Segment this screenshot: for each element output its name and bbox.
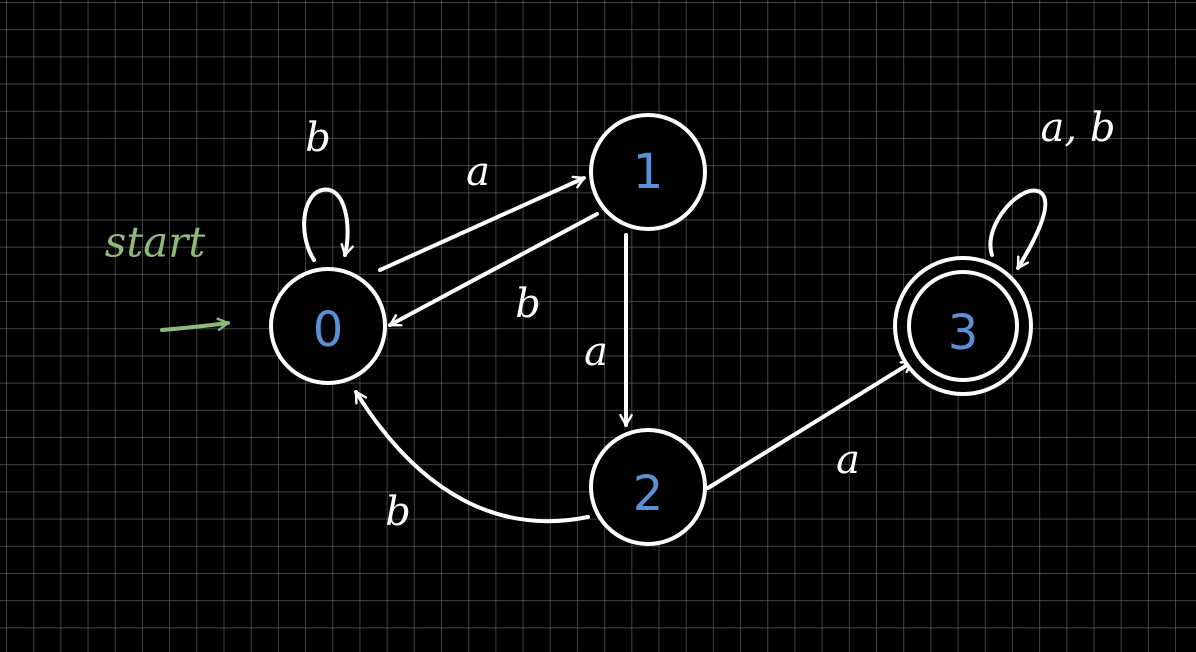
transition-label-0-0: b (305, 115, 331, 161)
state-3-inner-circle (907, 270, 1019, 382)
transition-label-1-0: b (515, 281, 541, 327)
state-0-circle (269, 267, 387, 385)
transition-2-3 (706, 360, 914, 490)
transition-2-0 (354, 390, 590, 524)
start-arrow (160, 317, 230, 332)
transition-label-1-2: a (584, 329, 608, 375)
state-3-label: 3 (948, 305, 979, 361)
state-2: 2 (589, 428, 707, 546)
transition-0-0 (302, 187, 354, 262)
transition-label-0-1: a (466, 149, 490, 195)
start-label: start (105, 218, 206, 267)
state-1: 1 (589, 113, 707, 231)
state-2-circle (589, 428, 707, 546)
state-3-accepting: 3 (893, 256, 1033, 396)
state-2-label: 2 (633, 466, 664, 522)
transition-label-3-3: a, b (1041, 105, 1116, 151)
transition-0-1 (378, 175, 586, 272)
transition-label-2-0: b (385, 489, 411, 535)
transition-1-0 (388, 212, 599, 327)
state-0-label: 0 (313, 302, 344, 358)
state-0: 0 (269, 267, 387, 385)
transition-label-2-3: a (836, 437, 860, 483)
state-1-label: 1 (633, 144, 664, 200)
state-1-circle (589, 113, 707, 231)
transition-3-3 (988, 188, 1048, 270)
